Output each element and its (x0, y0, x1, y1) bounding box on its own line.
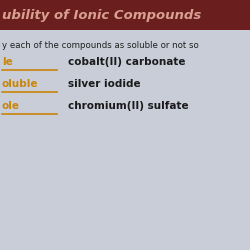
Bar (0, 0, 250, 30)
Text: oluble: oluble (2, 79, 38, 89)
Text: chromium(II) sulfate: chromium(II) sulfate (68, 101, 189, 111)
Text: y each of the compounds as soluble or not so: y each of the compounds as soluble or no… (2, 40, 199, 50)
Text: silver iodide: silver iodide (68, 79, 140, 89)
Text: ole: ole (2, 101, 20, 111)
Text: le: le (2, 57, 13, 67)
Text: cobalt(II) carbonate: cobalt(II) carbonate (68, 57, 186, 67)
Text: ubility of Ionic Compounds: ubility of Ionic Compounds (2, 8, 201, 22)
